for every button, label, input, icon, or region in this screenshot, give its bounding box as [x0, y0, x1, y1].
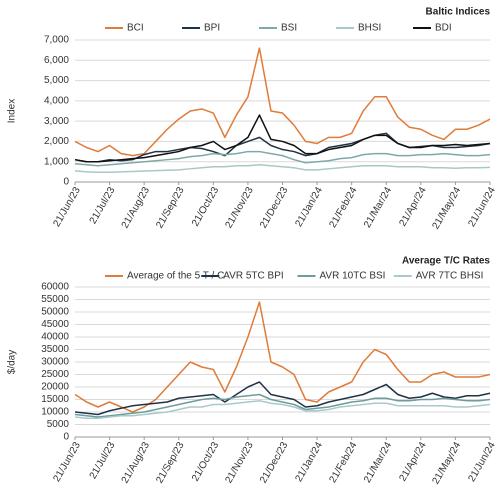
- y-axis-label: $/day: [7, 350, 18, 374]
- x-tick-label: 21/Jun/24: [466, 440, 498, 484]
- x-tick-label: 21/May/24: [430, 185, 463, 231]
- chart-title: Baltic Indices: [426, 7, 491, 18]
- y-tick-label: 6,000: [44, 55, 69, 66]
- x-tick-label: 21/Sep/23: [154, 440, 187, 485]
- x-tick-label: 21/Mar/24: [362, 185, 394, 230]
- y-tick-label: 7,000: [44, 35, 69, 46]
- y-tick-label: 3,000: [44, 116, 69, 127]
- series-line: [74, 150, 491, 167]
- series-line: [74, 393, 491, 418]
- x-tick-label: 21/Jan/24: [293, 185, 325, 229]
- y-tick-label: 20000: [41, 382, 69, 393]
- y-tick-label: 4,000: [44, 95, 69, 106]
- y-tick-label: 5000: [47, 419, 70, 430]
- x-tick-label: 21/Sep/23: [154, 185, 187, 230]
- legend-label: AVR 5TC BPI: [223, 271, 283, 282]
- x-tick-label: 21/Dec/23: [258, 440, 291, 485]
- x-tick-label: 21/Jul/23: [88, 185, 118, 226]
- legend-label: BPI: [204, 23, 220, 34]
- x-tick-label: 21/Dec/23: [258, 185, 291, 230]
- legend-label: BCI: [127, 23, 144, 34]
- x-tick-label: 21/Jan/24: [293, 440, 325, 484]
- y-tick-label: 60000: [41, 282, 69, 293]
- legend-label: AVR 7TC BHSI: [416, 271, 484, 282]
- legend-label: BHSI: [358, 23, 381, 34]
- y-tick-label: 2,000: [44, 136, 69, 147]
- y-tick-label: 55000: [41, 294, 69, 305]
- x-tick-label: 21/Oct/23: [190, 440, 221, 483]
- y-tick-label: 30000: [41, 357, 69, 368]
- x-tick-label: 21/May/24: [430, 440, 463, 486]
- x-tick-label: 21/Apr/24: [398, 440, 429, 483]
- series-line: [74, 381, 491, 416]
- y-tick-label: 5,000: [44, 75, 69, 86]
- series-line: [74, 47, 491, 157]
- legend-label: BSI: [281, 23, 297, 34]
- y-tick-label: 45000: [41, 319, 69, 330]
- series-line: [74, 164, 491, 174]
- series-line: [74, 400, 491, 419]
- y-tick-label: 50000: [41, 307, 69, 318]
- y-tick-label: 15000: [41, 394, 69, 405]
- x-tick-label: 21/Jun/23: [51, 185, 83, 229]
- y-tick-label: 35000: [41, 344, 69, 355]
- series-line: [74, 301, 491, 413]
- series-line: [74, 114, 491, 163]
- y-tick-label: 0: [63, 177, 69, 188]
- x-tick-label: 21/Nov/23: [223, 440, 256, 485]
- y-tick-label: 10000: [41, 407, 69, 418]
- y-tick-label: 40000: [41, 332, 69, 343]
- y-axis-label: Index: [7, 99, 18, 123]
- x-tick-label: 21/Oct/23: [190, 185, 221, 228]
- x-tick-label: 21/Jun/23: [51, 440, 83, 484]
- y-tick-label: 1,000: [44, 156, 69, 167]
- x-tick-label: 21/Apr/24: [398, 185, 429, 228]
- x-tick-label: 21/Jun/24: [466, 185, 498, 229]
- legend-label: BDI: [435, 23, 452, 34]
- x-tick-label: 21/Aug/23: [120, 440, 153, 485]
- y-tick-label: 0: [63, 432, 69, 443]
- x-tick-label: 21/Mar/24: [362, 440, 394, 485]
- x-tick-label: 21/Nov/23: [223, 185, 256, 230]
- x-tick-label: 21/Feb/24: [328, 440, 360, 485]
- x-tick-label: 21/Feb/24: [328, 185, 360, 230]
- x-tick-label: 21/Aug/23: [120, 185, 153, 230]
- legend-label: Average of the 5 T / C: [127, 271, 224, 282]
- legend-label: AVR 10TC BSI: [320, 271, 386, 282]
- chart-title: Average T/C Rates: [402, 256, 490, 267]
- y-tick-label: 25000: [41, 369, 69, 380]
- x-tick-label: 21/Jul/23: [88, 440, 118, 481]
- series-line: [74, 132, 491, 163]
